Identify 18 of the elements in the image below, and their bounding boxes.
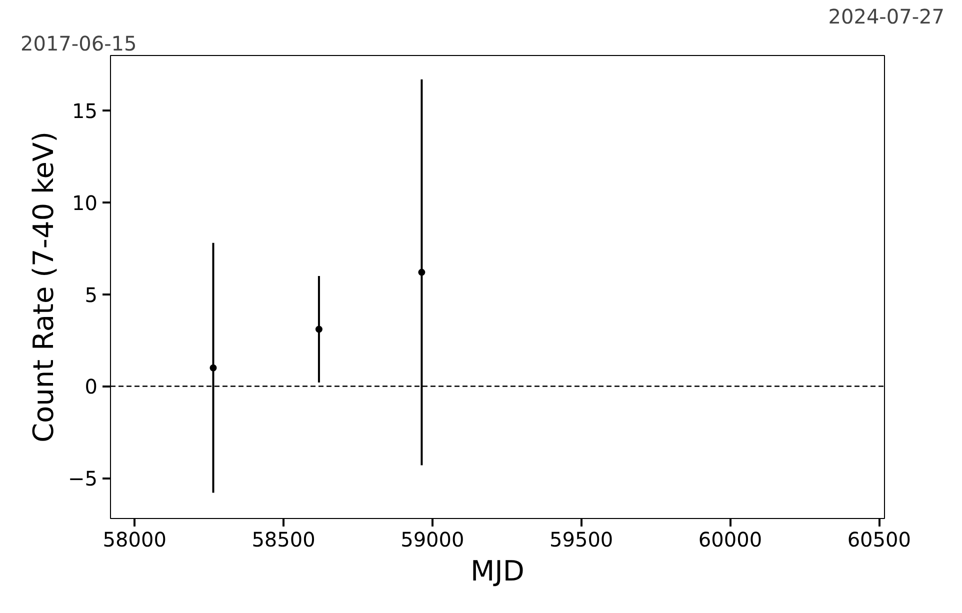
text: 2024-07-27 (828, 4, 945, 28)
point (418, 268, 426, 276)
x-tick-label: 60500 (847, 528, 911, 552)
x-tick-label: 60000 (698, 528, 762, 552)
y-axis-title: Count Rate (7-40 keV) (27, 131, 60, 443)
point (315, 326, 322, 333)
x-axis-title: MJD (470, 554, 524, 588)
y-tick-label: 0 (84, 374, 98, 399)
y-tick-label: −5 (68, 466, 98, 491)
x-tick-label: 59000 (400, 528, 464, 552)
y-tick-label: 15 (72, 99, 98, 124)
y-tick-label: 5 (84, 282, 98, 307)
point (210, 364, 217, 372)
annotation: 2017-06-15 (20, 32, 137, 56)
y-tick-label: 10 (72, 190, 98, 215)
x-tick-label: 59500 (550, 528, 614, 552)
x-tick-label: 58000 (102, 528, 166, 552)
x-tick-label: 58500 (252, 528, 316, 552)
